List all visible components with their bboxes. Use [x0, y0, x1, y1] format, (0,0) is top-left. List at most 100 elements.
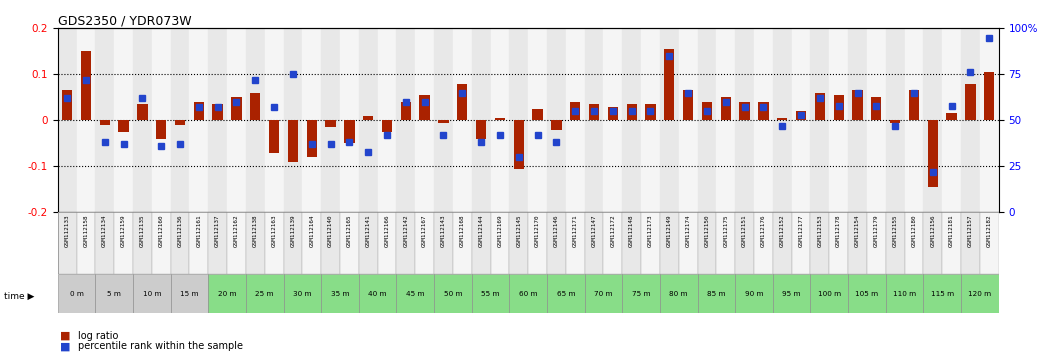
Bar [641, 28, 660, 212]
Text: 65 m: 65 m [557, 291, 575, 297]
Bar [250, 93, 260, 120]
Bar [190, 212, 209, 274]
Text: 95 m: 95 m [783, 291, 800, 297]
Bar [58, 28, 77, 212]
Bar [378, 28, 397, 212]
Bar [171, 212, 190, 274]
Text: 60 m: 60 m [519, 291, 537, 297]
Bar [245, 274, 283, 313]
Text: GSM112144: GSM112144 [478, 214, 484, 247]
Bar [908, 91, 919, 120]
Bar [547, 28, 565, 212]
Text: GSM112162: GSM112162 [234, 214, 239, 247]
Text: GSM112141: GSM112141 [366, 214, 370, 247]
Bar [213, 104, 222, 120]
Text: time ▶: time ▶ [4, 292, 35, 301]
Bar [923, 28, 942, 212]
Bar [551, 120, 561, 130]
Bar [438, 120, 449, 123]
Bar [171, 274, 209, 313]
Text: GSM112155: GSM112155 [893, 214, 898, 247]
Bar [340, 28, 359, 212]
Bar [811, 274, 848, 313]
Bar [885, 274, 923, 313]
Text: GSM112142: GSM112142 [404, 214, 408, 247]
Bar [885, 28, 904, 212]
Text: GSM112172: GSM112172 [611, 214, 616, 247]
Text: GSM112170: GSM112170 [535, 214, 540, 247]
Text: GSM112161: GSM112161 [196, 214, 201, 247]
Bar [306, 120, 317, 157]
Bar [848, 274, 885, 313]
Bar [321, 28, 340, 212]
Bar [194, 102, 204, 120]
Bar [584, 274, 622, 313]
Text: 20 m: 20 m [218, 291, 236, 297]
Bar [302, 212, 321, 274]
Text: GSM112140: GSM112140 [328, 214, 334, 247]
Bar [792, 28, 811, 212]
Bar [773, 212, 792, 274]
Bar [683, 91, 693, 120]
Text: 100 m: 100 m [818, 291, 841, 297]
Bar [528, 28, 547, 212]
Text: GSM112168: GSM112168 [459, 214, 465, 247]
Bar [796, 111, 807, 120]
Text: GSM112149: GSM112149 [667, 214, 671, 247]
Bar [62, 91, 72, 120]
Bar [133, 212, 152, 274]
Text: ■: ■ [60, 341, 70, 351]
Bar [491, 212, 510, 274]
Bar [664, 49, 675, 120]
Text: GSM112164: GSM112164 [309, 214, 315, 247]
Text: 0 m: 0 m [69, 291, 84, 297]
Text: GSM112136: GSM112136 [177, 214, 183, 247]
Bar [434, 274, 472, 313]
Bar [811, 28, 830, 212]
Bar [514, 120, 523, 169]
Bar [472, 212, 491, 274]
Bar [114, 212, 133, 274]
Text: 40 m: 40 m [368, 291, 387, 297]
Bar [114, 28, 133, 212]
Bar [58, 274, 95, 313]
Bar [434, 212, 453, 274]
Bar [528, 212, 547, 274]
Bar [547, 274, 584, 313]
Bar [735, 212, 754, 274]
Bar [565, 212, 584, 274]
Bar [77, 212, 95, 274]
Bar [698, 28, 716, 212]
Bar [495, 118, 506, 120]
Bar [777, 118, 788, 120]
Bar [848, 212, 866, 274]
Text: GSM112182: GSM112182 [987, 214, 991, 247]
Bar [965, 84, 976, 120]
Bar [325, 120, 336, 127]
Bar [866, 28, 885, 212]
Bar [457, 84, 468, 120]
Text: GSM112159: GSM112159 [121, 214, 126, 247]
Bar [231, 97, 241, 120]
Text: GSM112165: GSM112165 [347, 214, 351, 247]
Bar [923, 212, 942, 274]
Bar [607, 107, 618, 120]
Bar [95, 274, 133, 313]
Bar [622, 28, 641, 212]
Bar [773, 274, 811, 313]
Bar [626, 104, 637, 120]
Bar [740, 102, 750, 120]
Bar [420, 95, 430, 120]
Bar [283, 212, 302, 274]
Bar [927, 120, 938, 187]
Text: GSM112176: GSM112176 [761, 214, 766, 247]
Bar [584, 28, 603, 212]
Text: GSM112166: GSM112166 [385, 214, 389, 247]
Bar [848, 28, 866, 212]
Bar [773, 28, 792, 212]
Bar [287, 120, 298, 162]
Text: GDS2350 / YDR073W: GDS2350 / YDR073W [58, 14, 191, 27]
Text: 25 m: 25 m [256, 291, 274, 297]
Text: 45 m: 45 m [406, 291, 425, 297]
Bar [133, 28, 152, 212]
